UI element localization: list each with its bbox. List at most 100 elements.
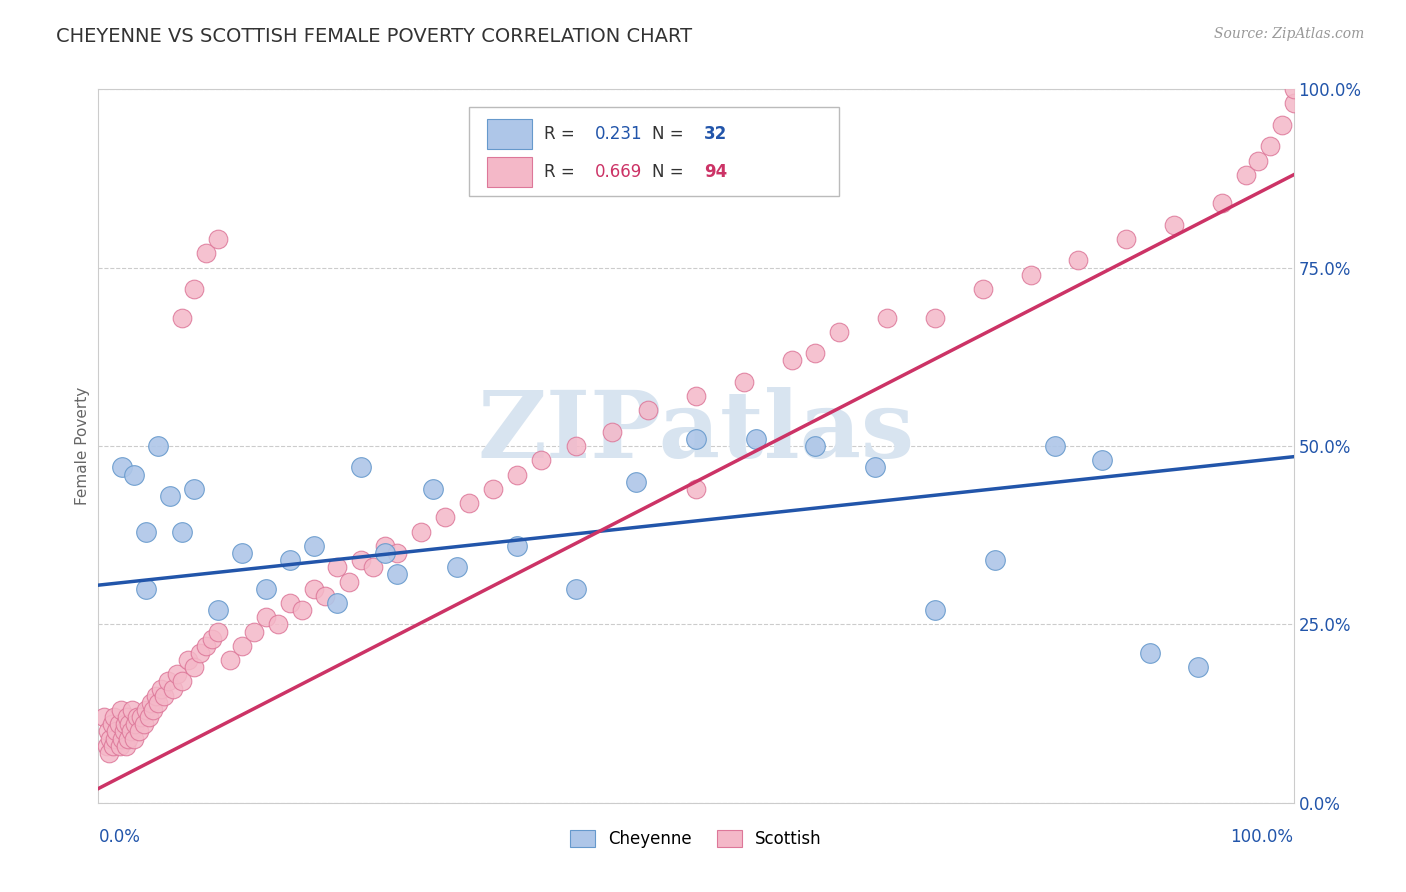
Point xyxy=(350,553,373,567)
Point xyxy=(93,710,115,724)
Point xyxy=(138,710,160,724)
Point xyxy=(385,546,409,560)
Point xyxy=(637,403,659,417)
Point xyxy=(1187,660,1209,674)
Point xyxy=(350,460,373,475)
Point xyxy=(278,596,301,610)
Point xyxy=(924,603,946,617)
Point xyxy=(201,632,224,646)
Point xyxy=(446,560,468,574)
Point xyxy=(506,539,529,553)
Point xyxy=(104,731,127,746)
Point xyxy=(121,703,143,717)
Point xyxy=(745,432,768,446)
Point xyxy=(804,439,827,453)
Point xyxy=(302,539,325,553)
Point xyxy=(339,574,361,589)
Point xyxy=(254,582,277,596)
Point xyxy=(124,717,146,731)
Point xyxy=(530,453,553,467)
Point xyxy=(374,539,396,553)
Text: 0.669: 0.669 xyxy=(595,163,641,181)
Point xyxy=(1067,253,1090,268)
Point xyxy=(685,389,707,403)
Text: CHEYENNE VS SCOTTISH FEMALE POVERTY CORRELATION CHART: CHEYENNE VS SCOTTISH FEMALE POVERTY CORR… xyxy=(56,27,692,45)
Point xyxy=(1258,139,1281,153)
Point xyxy=(107,717,129,731)
Text: 0.231: 0.231 xyxy=(595,125,643,143)
Bar xyxy=(486,157,533,187)
Point xyxy=(1211,196,1233,211)
Point xyxy=(1019,268,1042,282)
Point xyxy=(1282,82,1305,96)
Point xyxy=(278,553,301,567)
Point xyxy=(98,731,122,746)
Point xyxy=(828,325,851,339)
Point xyxy=(481,482,505,496)
FancyBboxPatch shape xyxy=(470,107,839,196)
Point xyxy=(685,482,707,496)
Point xyxy=(411,524,433,539)
Point xyxy=(135,703,157,717)
Point xyxy=(1247,153,1270,168)
Point xyxy=(149,681,172,696)
Point xyxy=(96,739,118,753)
Point xyxy=(291,603,314,617)
Point xyxy=(153,689,176,703)
Point xyxy=(876,310,898,325)
Point xyxy=(326,560,349,574)
Bar xyxy=(486,119,533,149)
Point xyxy=(100,717,122,731)
Point xyxy=(125,710,148,724)
Point xyxy=(385,567,409,582)
Point xyxy=(118,717,141,731)
Point xyxy=(374,546,396,560)
Point xyxy=(780,353,803,368)
Text: N =: N = xyxy=(652,163,689,181)
Point xyxy=(105,724,128,739)
Y-axis label: Female Poverty: Female Poverty xyxy=(75,387,90,505)
Point xyxy=(97,724,120,739)
Point xyxy=(207,232,229,246)
Point xyxy=(326,596,349,610)
Point xyxy=(1163,218,1185,232)
Point xyxy=(156,674,179,689)
Point xyxy=(804,346,827,360)
Point xyxy=(117,731,139,746)
Point xyxy=(145,689,167,703)
Point xyxy=(972,282,994,296)
Point xyxy=(172,674,194,689)
Point xyxy=(111,731,134,746)
Point xyxy=(565,582,588,596)
Point xyxy=(1115,232,1137,246)
Point xyxy=(315,589,337,603)
Point xyxy=(626,475,648,489)
Point xyxy=(188,646,211,660)
Text: 32: 32 xyxy=(704,125,727,143)
Point xyxy=(422,482,444,496)
Point xyxy=(924,310,946,325)
Point xyxy=(172,524,194,539)
Point xyxy=(115,739,138,753)
Point xyxy=(685,432,707,446)
Point xyxy=(101,739,124,753)
Point xyxy=(267,617,290,632)
Point xyxy=(139,696,162,710)
Point xyxy=(183,482,205,496)
Text: R =: R = xyxy=(544,163,581,181)
Text: 100.0%: 100.0% xyxy=(1230,828,1294,846)
Point xyxy=(1282,96,1305,111)
Point xyxy=(103,710,125,724)
Point xyxy=(183,282,205,296)
Point xyxy=(177,653,200,667)
Point xyxy=(865,460,887,475)
Point xyxy=(434,510,457,524)
Point xyxy=(219,653,242,667)
Point xyxy=(1043,439,1066,453)
Point xyxy=(124,731,146,746)
Point xyxy=(112,724,135,739)
Point xyxy=(302,582,325,596)
Text: 0.0%: 0.0% xyxy=(98,828,141,846)
Point xyxy=(183,660,205,674)
Point xyxy=(172,310,194,325)
